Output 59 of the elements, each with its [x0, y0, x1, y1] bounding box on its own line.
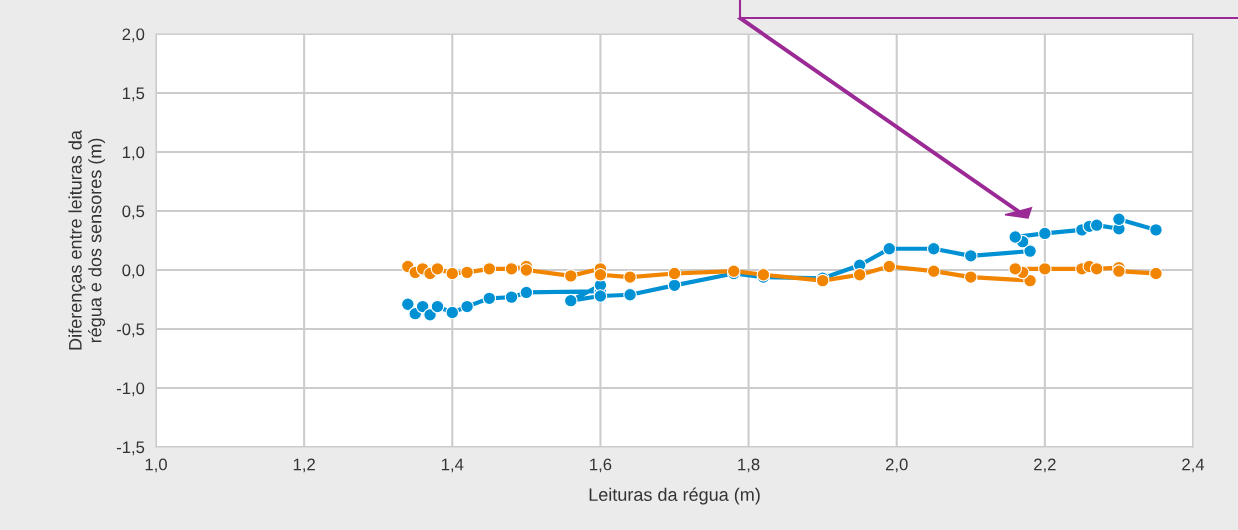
point	[593, 289, 608, 303]
x-tick-label: 2,2	[1034, 458, 1056, 473]
point	[1149, 266, 1163, 281]
point	[1112, 264, 1126, 278]
point	[504, 290, 519, 304]
point	[623, 287, 637, 302]
point	[882, 241, 897, 256]
y-tick-label: 2,0	[122, 28, 145, 43]
x-tick-label: 1,4	[441, 458, 464, 473]
point	[1008, 230, 1023, 244]
point	[1149, 223, 1163, 237]
point	[423, 308, 437, 322]
point	[430, 299, 445, 314]
point	[926, 241, 941, 256]
y-tick-label: -1,5	[116, 441, 145, 456]
y-tick-label: -1,0	[116, 382, 145, 397]
point	[519, 263, 534, 277]
point	[460, 265, 474, 280]
y-axis-title: Diferenças entre leituras da régua e dos sensores (m)	[68, 130, 106, 350]
y-tick-label: 1,0	[122, 146, 145, 161]
point	[667, 278, 682, 293]
point	[430, 262, 445, 276]
point	[963, 270, 978, 284]
point	[882, 259, 897, 274]
y-tick-label: 1,5	[122, 87, 145, 102]
point	[482, 262, 497, 276]
y-tick-label: 0,0	[122, 264, 145, 279]
point	[667, 266, 682, 281]
point	[482, 291, 497, 306]
x-tick-label: 1,6	[590, 458, 612, 473]
point	[401, 297, 415, 312]
point	[563, 269, 578, 283]
point	[445, 266, 460, 281]
x-tick-label: 1,2	[293, 458, 315, 473]
point	[445, 305, 460, 320]
point	[563, 293, 578, 308]
y-tick-label: -0,5	[116, 323, 145, 338]
point	[593, 267, 608, 282]
point	[1038, 226, 1052, 241]
x-tick-label: 1,8	[738, 458, 760, 473]
x-tick-label: 2,0	[885, 458, 908, 473]
point	[504, 262, 519, 276]
x-tick-label: 2,4	[1182, 458, 1205, 473]
point	[519, 285, 534, 300]
point	[1112, 212, 1126, 227]
point	[460, 299, 474, 314]
point	[1089, 262, 1104, 276]
point	[852, 267, 867, 282]
point	[1089, 218, 1104, 232]
point	[1008, 262, 1023, 276]
point	[1023, 244, 1037, 258]
point	[1038, 262, 1052, 276]
point	[926, 264, 941, 278]
y-tick-label: 0,5	[122, 205, 145, 220]
point	[623, 270, 637, 284]
x-tick-label: 1,0	[145, 458, 167, 473]
x-axis-title: Leituras da régua (m)	[589, 487, 760, 505]
point	[415, 299, 430, 314]
point	[963, 249, 978, 263]
